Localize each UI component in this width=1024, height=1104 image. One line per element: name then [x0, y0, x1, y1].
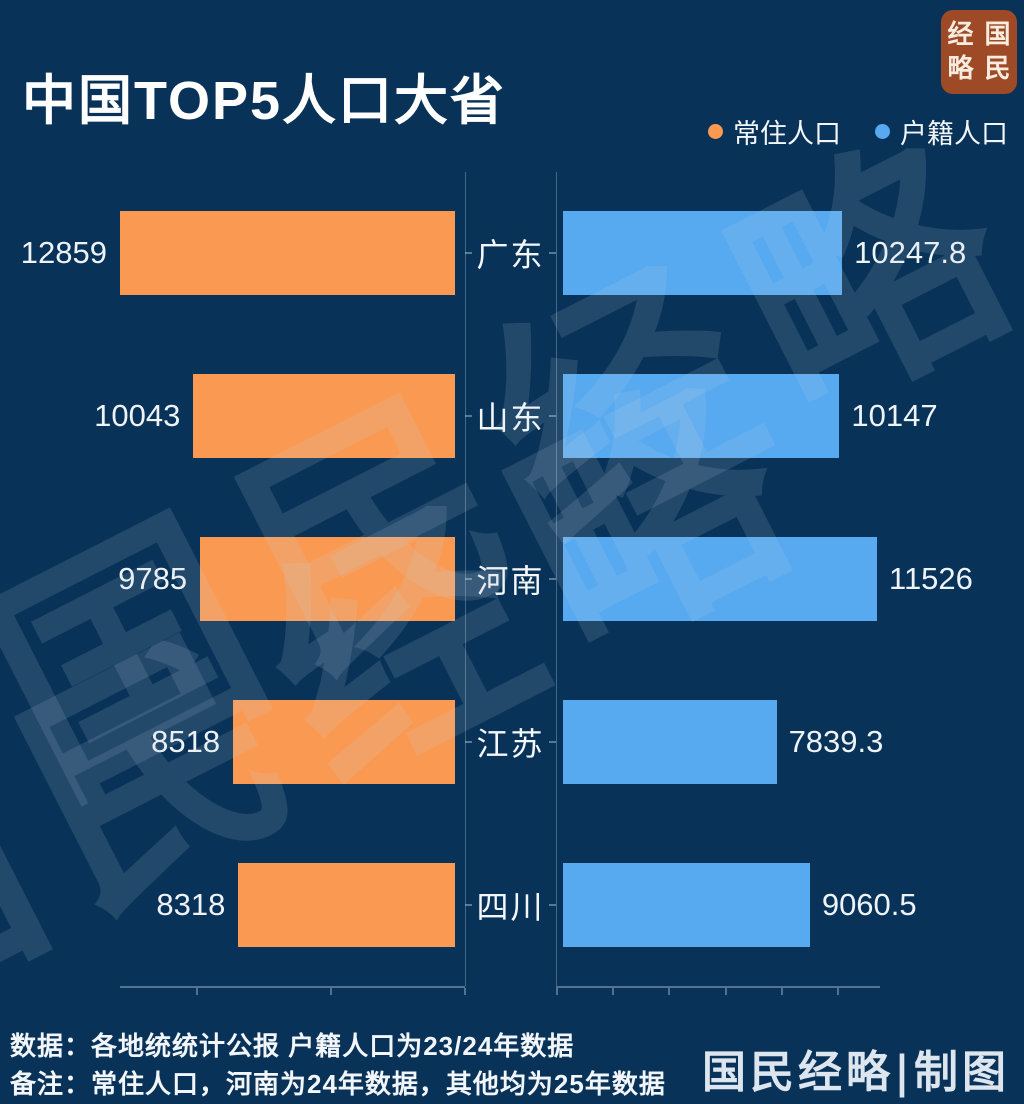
- resident-value-label: 12859: [20, 235, 107, 271]
- row-left-cell: 9785: [0, 536, 465, 621]
- registered-bar: [563, 699, 777, 784]
- right-baseline: [556, 986, 880, 995]
- category-label: 山东: [476, 400, 545, 437]
- logo-char: 经: [947, 19, 974, 50]
- category-tick-right: [549, 415, 556, 418]
- category-tick-right: [549, 740, 556, 743]
- registered-value-label: 9060.5: [821, 886, 917, 922]
- chart-row: 10043 山东 10147: [0, 335, 1024, 498]
- category-tick-left: [465, 415, 472, 418]
- category-cell: 广东: [465, 172, 556, 335]
- logo-char: 略: [947, 54, 974, 84]
- row-left-cell: 12859: [0, 211, 465, 296]
- resident-bar: [193, 374, 455, 459]
- legend-item-resident: 常住人口: [708, 112, 841, 151]
- chart-row: 12859 广东 10247.8: [0, 172, 1024, 335]
- row-left-cell: 10043: [0, 374, 465, 459]
- row-left-cell: 8318: [0, 862, 465, 947]
- category-cell: 江苏: [465, 660, 556, 823]
- chart-rows: 12859 广东 10247.8 10043 山东 10147 9785 河南 11526 851…: [0, 172, 1024, 986]
- axis-tick: [837, 988, 840, 995]
- axis-tick: [556, 988, 558, 995]
- category-tick-left: [465, 740, 472, 743]
- resident-value-label: 8518: [151, 723, 221, 759]
- chart-row: 8318 四川 9060.5: [0, 823, 1024, 986]
- category-cell: 山东: [465, 335, 556, 498]
- row-right-cell: 9060.5: [556, 862, 1024, 947]
- axis-tick: [668, 988, 671, 995]
- page-title: 中国TOP5人口大省: [22, 71, 507, 132]
- category-tick-right: [549, 903, 556, 906]
- brand-logo: 经 国 略 民: [941, 10, 1017, 94]
- category-tick-right: [549, 252, 556, 255]
- registered-bar: [563, 374, 840, 459]
- category-label: 广东: [476, 237, 545, 274]
- axis-tick: [195, 988, 198, 995]
- resident-value-label: 10043: [94, 398, 181, 434]
- resident-bar: [238, 862, 455, 947]
- axis-tick: [464, 988, 466, 995]
- chart-row: 9785 河南 11526: [0, 498, 1024, 661]
- chart-row: 8518 江苏 7839.3: [0, 660, 1024, 823]
- legend-label: 户籍人口: [900, 119, 1008, 149]
- category-tick-right: [549, 577, 556, 580]
- category-tick-left: [465, 577, 472, 580]
- row-right-cell: 11526: [556, 536, 1024, 621]
- axis-tick: [780, 988, 783, 995]
- row-right-cell: 10147: [556, 374, 1024, 459]
- remark-note: 备注：常住人口，河南为24年数据，其他均为25年数据: [10, 1069, 666, 1099]
- row-right-cell: 7839.3: [556, 699, 1024, 784]
- credit-signature: 国民经略|制图: [701, 1047, 1010, 1098]
- category-tick-left: [465, 903, 472, 906]
- category-tick-left: [465, 252, 472, 255]
- category-cell: 四川: [465, 823, 556, 986]
- registered-value-label: 7839.3: [788, 723, 884, 759]
- axis-tick: [612, 988, 615, 995]
- resident-value-label: 9785: [118, 560, 188, 596]
- resident-bar: [120, 211, 455, 296]
- category-label: 四川: [476, 888, 545, 925]
- resident-bar: [233, 699, 455, 784]
- logo-char: 民: [984, 54, 1011, 84]
- registered-legend-dot-icon: [875, 124, 890, 139]
- logo-char: 国: [984, 19, 1011, 50]
- resident-bar: [200, 536, 455, 621]
- registered-bar: [563, 536, 877, 621]
- left-baseline: [120, 986, 466, 995]
- registered-bar: [563, 862, 810, 947]
- registered-value-label: 10147: [851, 398, 938, 434]
- row-left-cell: 8518: [0, 699, 465, 784]
- resident-value-label: 8318: [156, 886, 226, 922]
- axis-tick: [329, 988, 332, 995]
- legend-item-registered: 户籍人口: [875, 112, 1008, 151]
- legend-label: 常住人口: [733, 119, 841, 149]
- axis-tick: [724, 988, 727, 995]
- category-cell: 河南: [465, 498, 556, 661]
- registered-value-label: 10247.8: [854, 235, 967, 271]
- resident-legend-dot-icon: [708, 124, 723, 139]
- category-label: 河南: [476, 562, 545, 599]
- source-note: 数据：各地统统计公报 户籍人口为23/24年数据: [10, 1031, 575, 1061]
- right-axis-line: [556, 172, 557, 986]
- legend: 常住人口 户籍人口: [708, 112, 1008, 151]
- row-right-cell: 10247.8: [556, 211, 1024, 296]
- registered-bar: [563, 211, 843, 296]
- registered-value-label: 11526: [889, 560, 973, 596]
- category-label: 江苏: [476, 725, 545, 762]
